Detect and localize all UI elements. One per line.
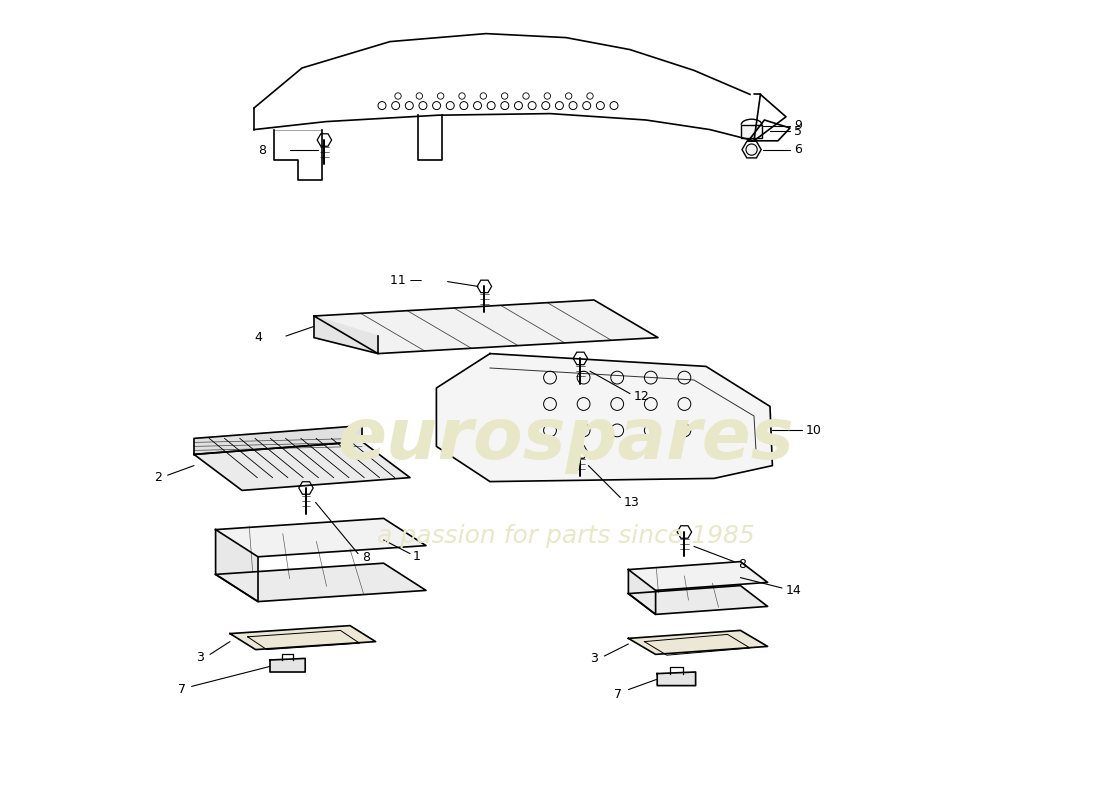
Text: 4: 4 [254,331,262,344]
Polygon shape [299,482,314,494]
Polygon shape [230,626,375,650]
Bar [741,125,762,138]
Text: 11 —: 11 — [389,274,422,286]
Text: 2: 2 [154,471,162,484]
Text: 3: 3 [590,652,598,665]
Polygon shape [678,526,692,538]
Text: a passion for parts since 1985: a passion for parts since 1985 [377,524,755,548]
Text: 9: 9 [794,119,802,132]
Polygon shape [437,354,772,482]
Polygon shape [194,426,362,454]
Polygon shape [477,280,492,293]
Text: 12: 12 [634,390,650,402]
Polygon shape [742,142,761,158]
Polygon shape [628,630,768,654]
Polygon shape [317,134,331,146]
Polygon shape [657,672,695,686]
Text: 14: 14 [786,584,802,597]
Text: 6: 6 [794,143,802,156]
Polygon shape [628,570,656,614]
Polygon shape [216,518,426,557]
Polygon shape [194,442,410,490]
Text: 1: 1 [412,550,420,562]
Polygon shape [270,658,305,672]
Polygon shape [314,316,378,354]
Polygon shape [573,446,587,458]
Text: 8: 8 [738,558,746,570]
Polygon shape [216,563,426,602]
Text: 3: 3 [197,651,205,664]
Text: 8: 8 [362,551,370,564]
Text: 8: 8 [258,144,266,157]
Polygon shape [314,300,658,354]
Text: 7: 7 [614,688,622,701]
Text: 13: 13 [624,496,639,509]
Polygon shape [216,530,258,602]
Text: eurospares: eurospares [338,406,794,474]
Text: 5: 5 [794,125,802,138]
Text: 10: 10 [806,424,822,437]
Polygon shape [628,562,768,590]
Polygon shape [628,586,768,614]
Text: 7: 7 [178,683,186,696]
Polygon shape [573,352,587,365]
